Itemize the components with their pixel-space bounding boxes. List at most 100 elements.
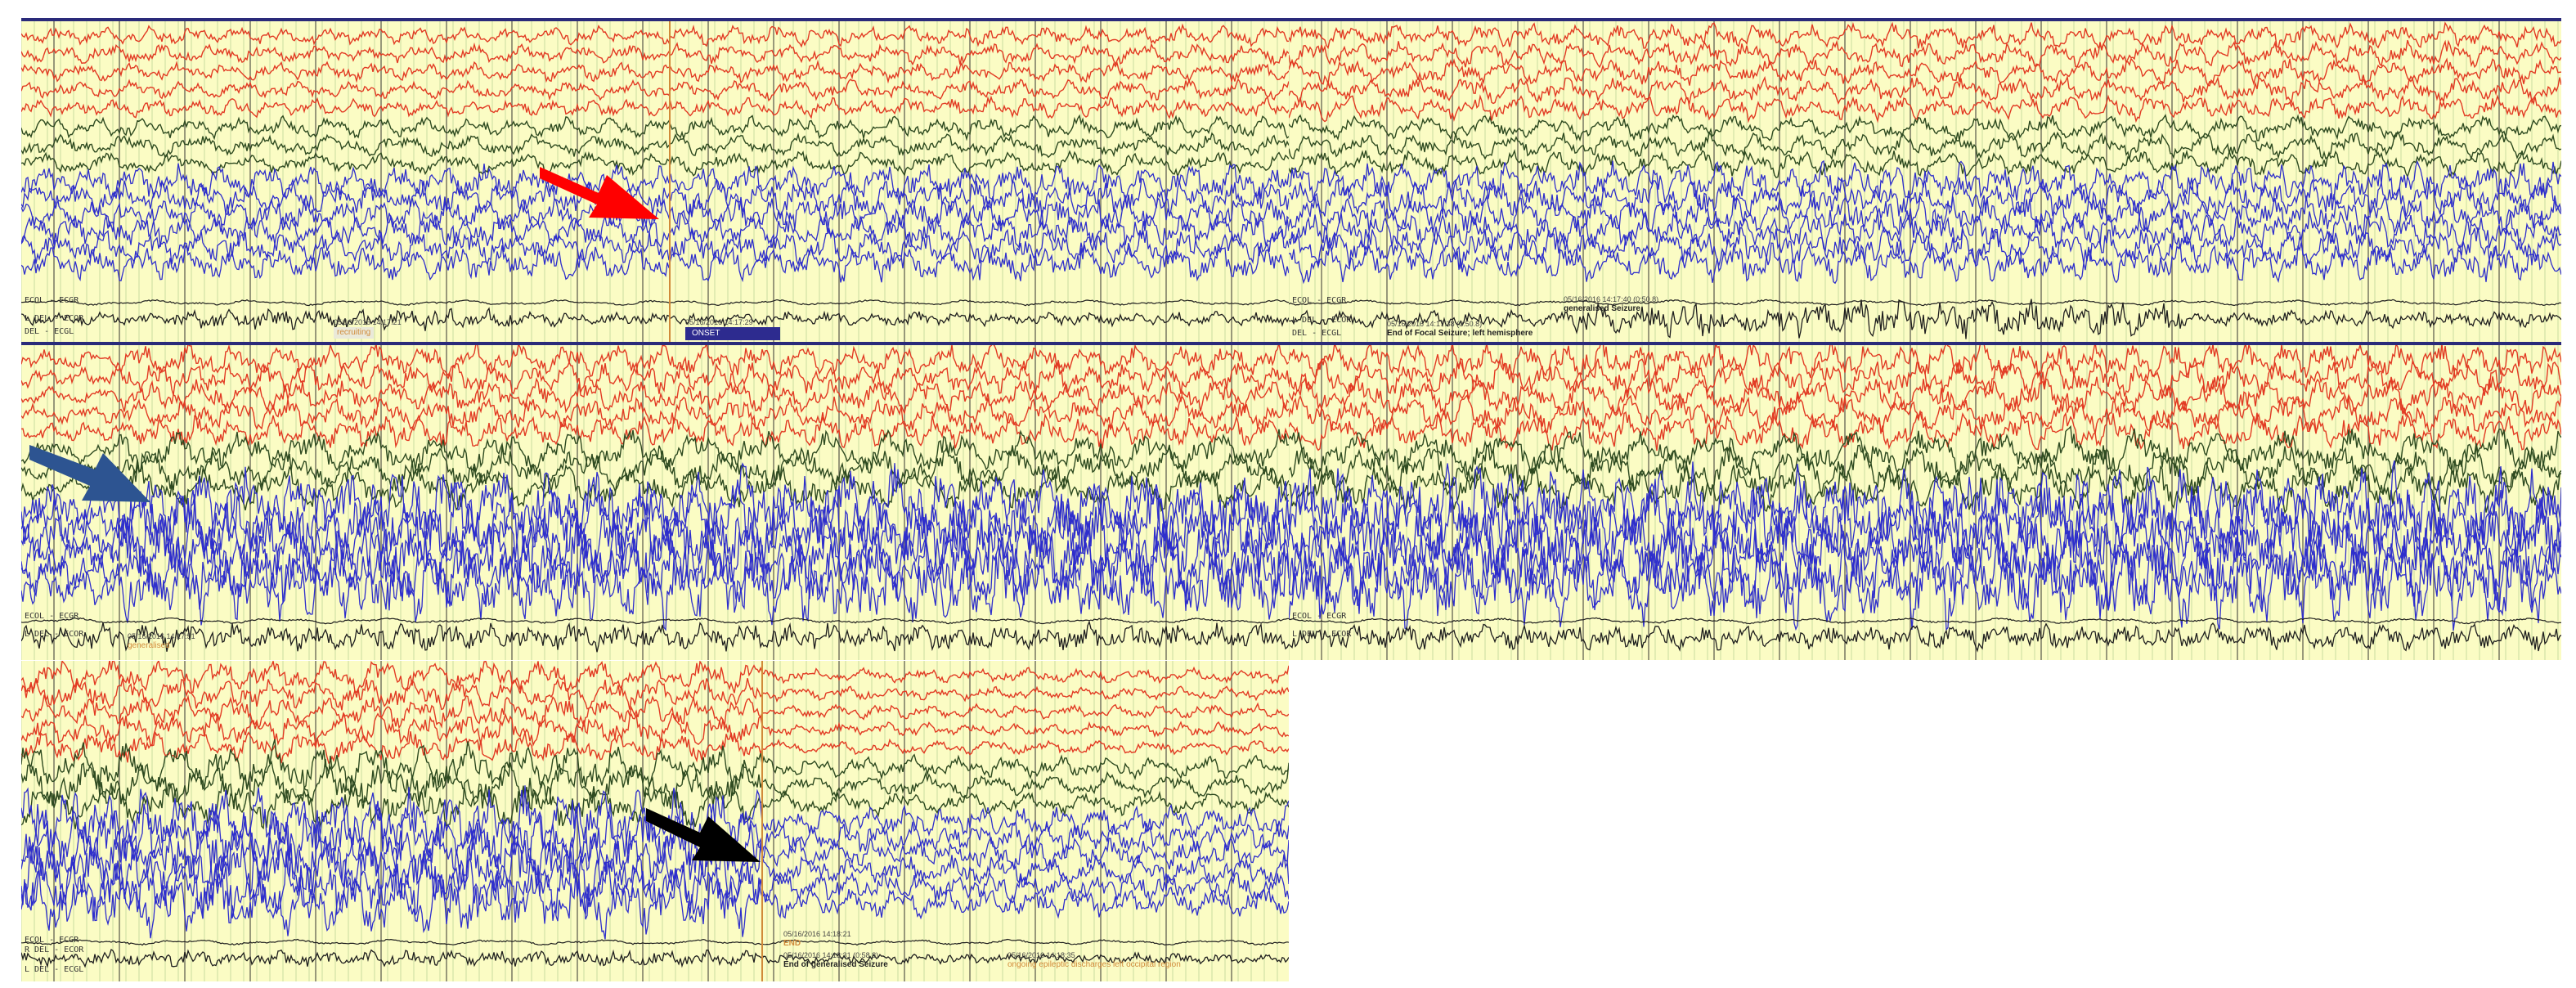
ecog-trace [21,299,1289,307]
eeg-trace-frontal [21,361,1289,396]
eeg-trace-posterior [1289,226,2561,270]
eeg-trace-frontal [1289,39,2561,69]
eeg-trace-posterior [1289,242,2561,285]
ecog-label-l: L DEL - ECOR [25,314,84,323]
ecog-label-l2: DEL - ECGL [25,327,74,336]
generalised-time: 05/16/2016 14:17:51 [128,632,195,640]
eeg-trace-frontal [21,677,1289,711]
ongoing-annotation[interactable]: ongoing epileptic discharges left occipi… [1008,960,1181,969]
eeg-trace-central [21,443,1289,494]
eeg-trace-central [21,775,1289,830]
eeg-trace-posterior [21,479,1289,563]
ecog-label-l2: DEL - ECGL [1292,329,1342,338]
eeg-trace-posterior [21,177,1289,217]
eeg-trace-frontal [21,95,1289,119]
black-arrow-icon [646,808,761,862]
eeg-trace-posterior [21,833,1289,907]
eeg-trace-posterior [1289,543,2561,632]
ecog-label-r: ECOL - ECGR [25,612,79,621]
eeg-trace-frontal [1289,74,2561,106]
eeg-trace-posterior [21,209,1289,250]
eeg-trace-frontal [1289,57,2561,88]
ecog-label-r: ECOL - ECGR [25,296,79,305]
eeg-trace-central [21,114,1289,141]
ecog-trace [21,617,1289,625]
end-generalised-time: 05/16/2016 14:18:31 (0:58.8) [783,951,879,959]
eeg-trace-frontal [21,694,1289,730]
eeg-trace-frontal [1289,375,2561,416]
generalised-annotation[interactable]: generalised Seizure [1564,304,1640,313]
recruiting-annotation[interactable]: recruiting [334,327,375,339]
eeg-trace-posterior [21,820,1289,892]
eeg-trace-posterior [1289,460,2561,549]
eeg-trace-central [21,739,1289,796]
eeg-trace-frontal [21,78,1289,102]
ecog-trace [1289,622,2561,653]
eeg-trace-frontal [1289,21,2561,50]
end-focal-annotation[interactable]: End of Focal Seizure; left hemisphere [1387,329,1533,338]
eeg-trace-posterior [21,546,1289,631]
eeg-trace-central [1289,424,2561,478]
eeg-trace-frontal [21,59,1289,84]
eeg-trace-frontal [21,661,1289,694]
ecog-label-r: ECOL - ECGR [1292,296,1347,305]
eeg-trace-posterior [21,512,1289,596]
ecog-label-l: L DEL - ECOR [1292,630,1352,639]
eeg-trace-posterior [1289,194,2561,237]
ecog-trace [1289,299,2561,307]
eeg-trace-central [21,461,1289,513]
eeg-trace-posterior [1289,476,2561,564]
eeg-trace-posterior [21,851,1289,924]
end-generalised-annotation[interactable]: End of generalised Seizure [783,960,888,969]
eeg-trace-posterior [21,528,1289,613]
ecog-label-l: L DEL - ECOR [25,630,84,639]
eeg-traces-panel-5 [21,661,1289,981]
eeg-trace-frontal [1289,394,2561,434]
eeg-trace-central [21,150,1289,178]
eeg-panel-onset: ECOL - ECGR L DEL - ECOR DEL - ECGL 05/1… [21,18,1289,342]
ecog-trace [21,620,1289,653]
eeg-trace-posterior [1289,528,2561,615]
ecog-label-r: ECOL - ECGR [1292,612,1347,621]
eeg-trace-posterior [21,227,1289,267]
eeg-trace-frontal [21,42,1289,66]
eeg-panel-generalised: ECOL - ECGR L DEL - ECOR 05/16/2016 14:1… [21,342,1289,660]
eeg-trace-posterior [21,242,1289,283]
recruiting-time: 05/16/2016 14:17:21 [334,318,402,326]
red-arrow-icon [540,167,659,219]
eeg-trace-posterior [1289,210,2561,253]
ecog-label-l: L DEL - ECGL [25,965,84,974]
eeg-trace-central [1289,114,2561,142]
eeg-trace-central [1289,460,2561,514]
end-annotation[interactable]: END [783,939,801,948]
eeg-trace-central [21,132,1289,159]
generalised-time: 05/16/2016 14:17:40 (0:50.8) [1564,295,1659,303]
ongoing-time: 05/16/2016 14:18:35 [1008,951,1075,959]
ecog-trace [21,307,1289,331]
eeg-panel-generalised-cont: ECOL - ECGR L DEL - ECOR [1289,342,2561,660]
ecog-label-l: L DEL - ECOR [1292,316,1352,325]
eeg-trace-frontal [21,23,1289,48]
ecog-trace [1289,617,2561,625]
eeg-trace-posterior [21,802,1289,871]
eeg-traces-panel-2 [1289,21,2561,342]
eeg-trace-frontal [1289,357,2561,398]
eeg-traces-panel-3 [21,345,1289,660]
ecog-trace [21,938,1289,946]
eeg-trace-frontal [21,345,1289,378]
end-time: 05/16/2016 14:18:21 [783,930,851,938]
eeg-trace-frontal [21,730,1289,765]
eeg-traces-panel-4 [1289,345,2561,660]
eeg-trace-posterior [1289,177,2561,218]
blue-arrow-icon [29,445,150,502]
eeg-panel-focal-end: ECOL - ECGR L DEL - ECOR DEL - ECGL 05/1… [1289,18,2561,342]
onset-annotation[interactable]: ONSET [685,327,780,340]
generalised-annotation[interactable]: generalised [128,641,170,650]
eeg-trace-frontal [1289,411,2561,453]
eeg-trace-frontal [21,412,1289,449]
eeg-trace-frontal [1289,94,2561,124]
eeg-trace-central [1289,444,2561,496]
ecog-trace [1289,299,2561,339]
eeg-trace-frontal [21,377,1289,415]
eeg-trace-central [21,429,1289,476]
